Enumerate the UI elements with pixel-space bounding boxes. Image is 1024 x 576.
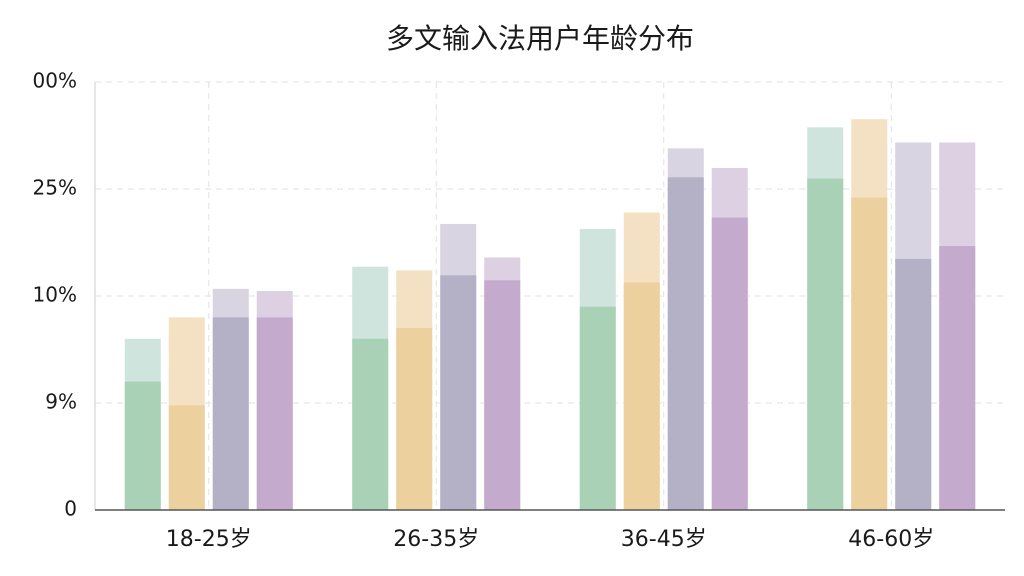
bar <box>711 217 748 511</box>
y-tick-label: 00% <box>33 69 77 93</box>
chart-title: 多文输入法用户年龄分布 <box>386 22 694 55</box>
bar <box>440 275 477 510</box>
y-tick-label: 10% <box>33 283 77 307</box>
bar <box>939 246 976 511</box>
bar <box>895 258 932 510</box>
bar <box>667 177 704 510</box>
bar <box>124 381 161 510</box>
bar <box>212 317 249 510</box>
x-tick-label: 46-60岁 <box>848 527 934 552</box>
bar <box>807 178 844 510</box>
bar <box>256 317 293 510</box>
x-tick-label: 18-25岁 <box>166 527 252 552</box>
bar <box>623 282 660 510</box>
bar <box>579 306 616 510</box>
y-tick-label: 25% <box>33 176 77 200</box>
x-tick-label: 36-45岁 <box>621 527 707 552</box>
bar <box>168 405 205 510</box>
y-tick-label: 0 <box>64 497 77 521</box>
bar <box>352 338 389 510</box>
bar <box>851 197 888 510</box>
x-tick-label: 26-35岁 <box>393 527 479 552</box>
bar <box>484 280 521 510</box>
y-tick-label: 9% <box>45 390 77 414</box>
bar <box>396 328 433 510</box>
